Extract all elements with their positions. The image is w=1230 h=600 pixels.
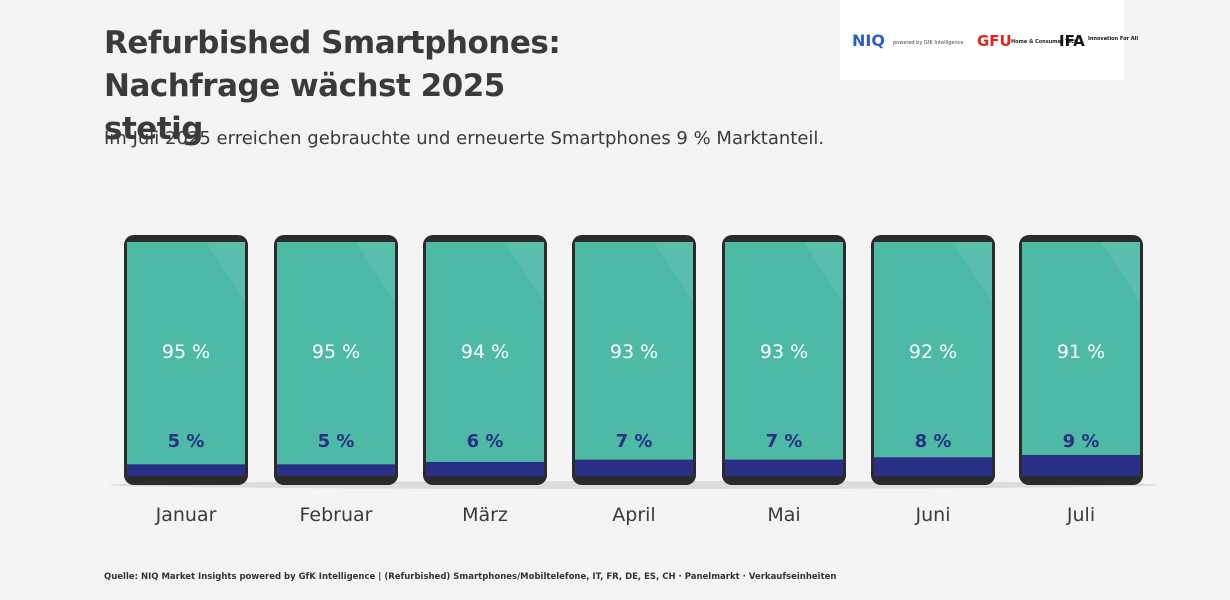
x-tick-label: April [612, 504, 655, 526]
value-label: 7 % [766, 431, 803, 452]
value-label: 94 % [461, 341, 509, 363]
logo: GFU [977, 32, 1012, 50]
value-label: 6 % [467, 431, 504, 452]
bar-segment [426, 242, 544, 462]
bar-segment [575, 459, 693, 476]
bar-segment [127, 464, 245, 476]
value-label: 91 % [1057, 341, 1105, 363]
value-label: 95 % [312, 341, 360, 363]
value-label: 92 % [909, 341, 957, 363]
screen-glare [356, 242, 395, 302]
screen-glare [654, 242, 693, 302]
screen-glare [1101, 242, 1140, 302]
bar-segment [1022, 454, 1140, 476]
logo: NIQ [852, 31, 885, 50]
bar-segment [277, 464, 395, 476]
bar-segment [874, 457, 992, 476]
value-label: 5 % [168, 431, 205, 452]
value-label: 95 % [162, 341, 210, 363]
logo: Home & Consumer Tech [1011, 39, 1078, 45]
value-label: 8 % [915, 431, 952, 452]
logo: Innovation For All [1088, 36, 1138, 42]
screen-glare [953, 242, 992, 302]
bar-segment [575, 242, 693, 460]
logo-box [840, 0, 1124, 80]
x-tick-label: Mai [767, 504, 800, 526]
bar-segment [874, 242, 992, 458]
x-tick-label: März [462, 504, 508, 526]
screen-glare [804, 242, 843, 302]
value-label: 7 % [616, 431, 653, 452]
x-tick-label: Juni [915, 504, 951, 526]
x-tick-label: Juli [1066, 504, 1095, 526]
x-tick-label: Februar [300, 504, 373, 526]
bar-segment [277, 242, 395, 465]
subtitle: Im Juli 2025 erreichen gebrauchte und er… [104, 128, 825, 149]
source: Quelle: NIQ Market Insights powered by G… [104, 572, 837, 582]
logo: IFA [1059, 32, 1085, 50]
chart-title: Refurbished Smartphones: Nachfrage wächs… [104, 25, 561, 147]
bar-segment [725, 242, 843, 460]
bar-segment [1022, 242, 1140, 455]
screen-glare [505, 242, 544, 302]
value-label: 9 % [1063, 431, 1100, 452]
bar-segment [725, 459, 843, 476]
logo: powered by GfK Intelligence [893, 40, 964, 46]
screen-glare [206, 242, 245, 302]
value-label: 93 % [610, 341, 658, 363]
bar-segment [426, 461, 544, 476]
x-tick-label: Januar [155, 504, 217, 526]
value-label: 5 % [318, 431, 355, 452]
bar-segment [127, 242, 245, 465]
value-label: 93 % [760, 341, 808, 363]
